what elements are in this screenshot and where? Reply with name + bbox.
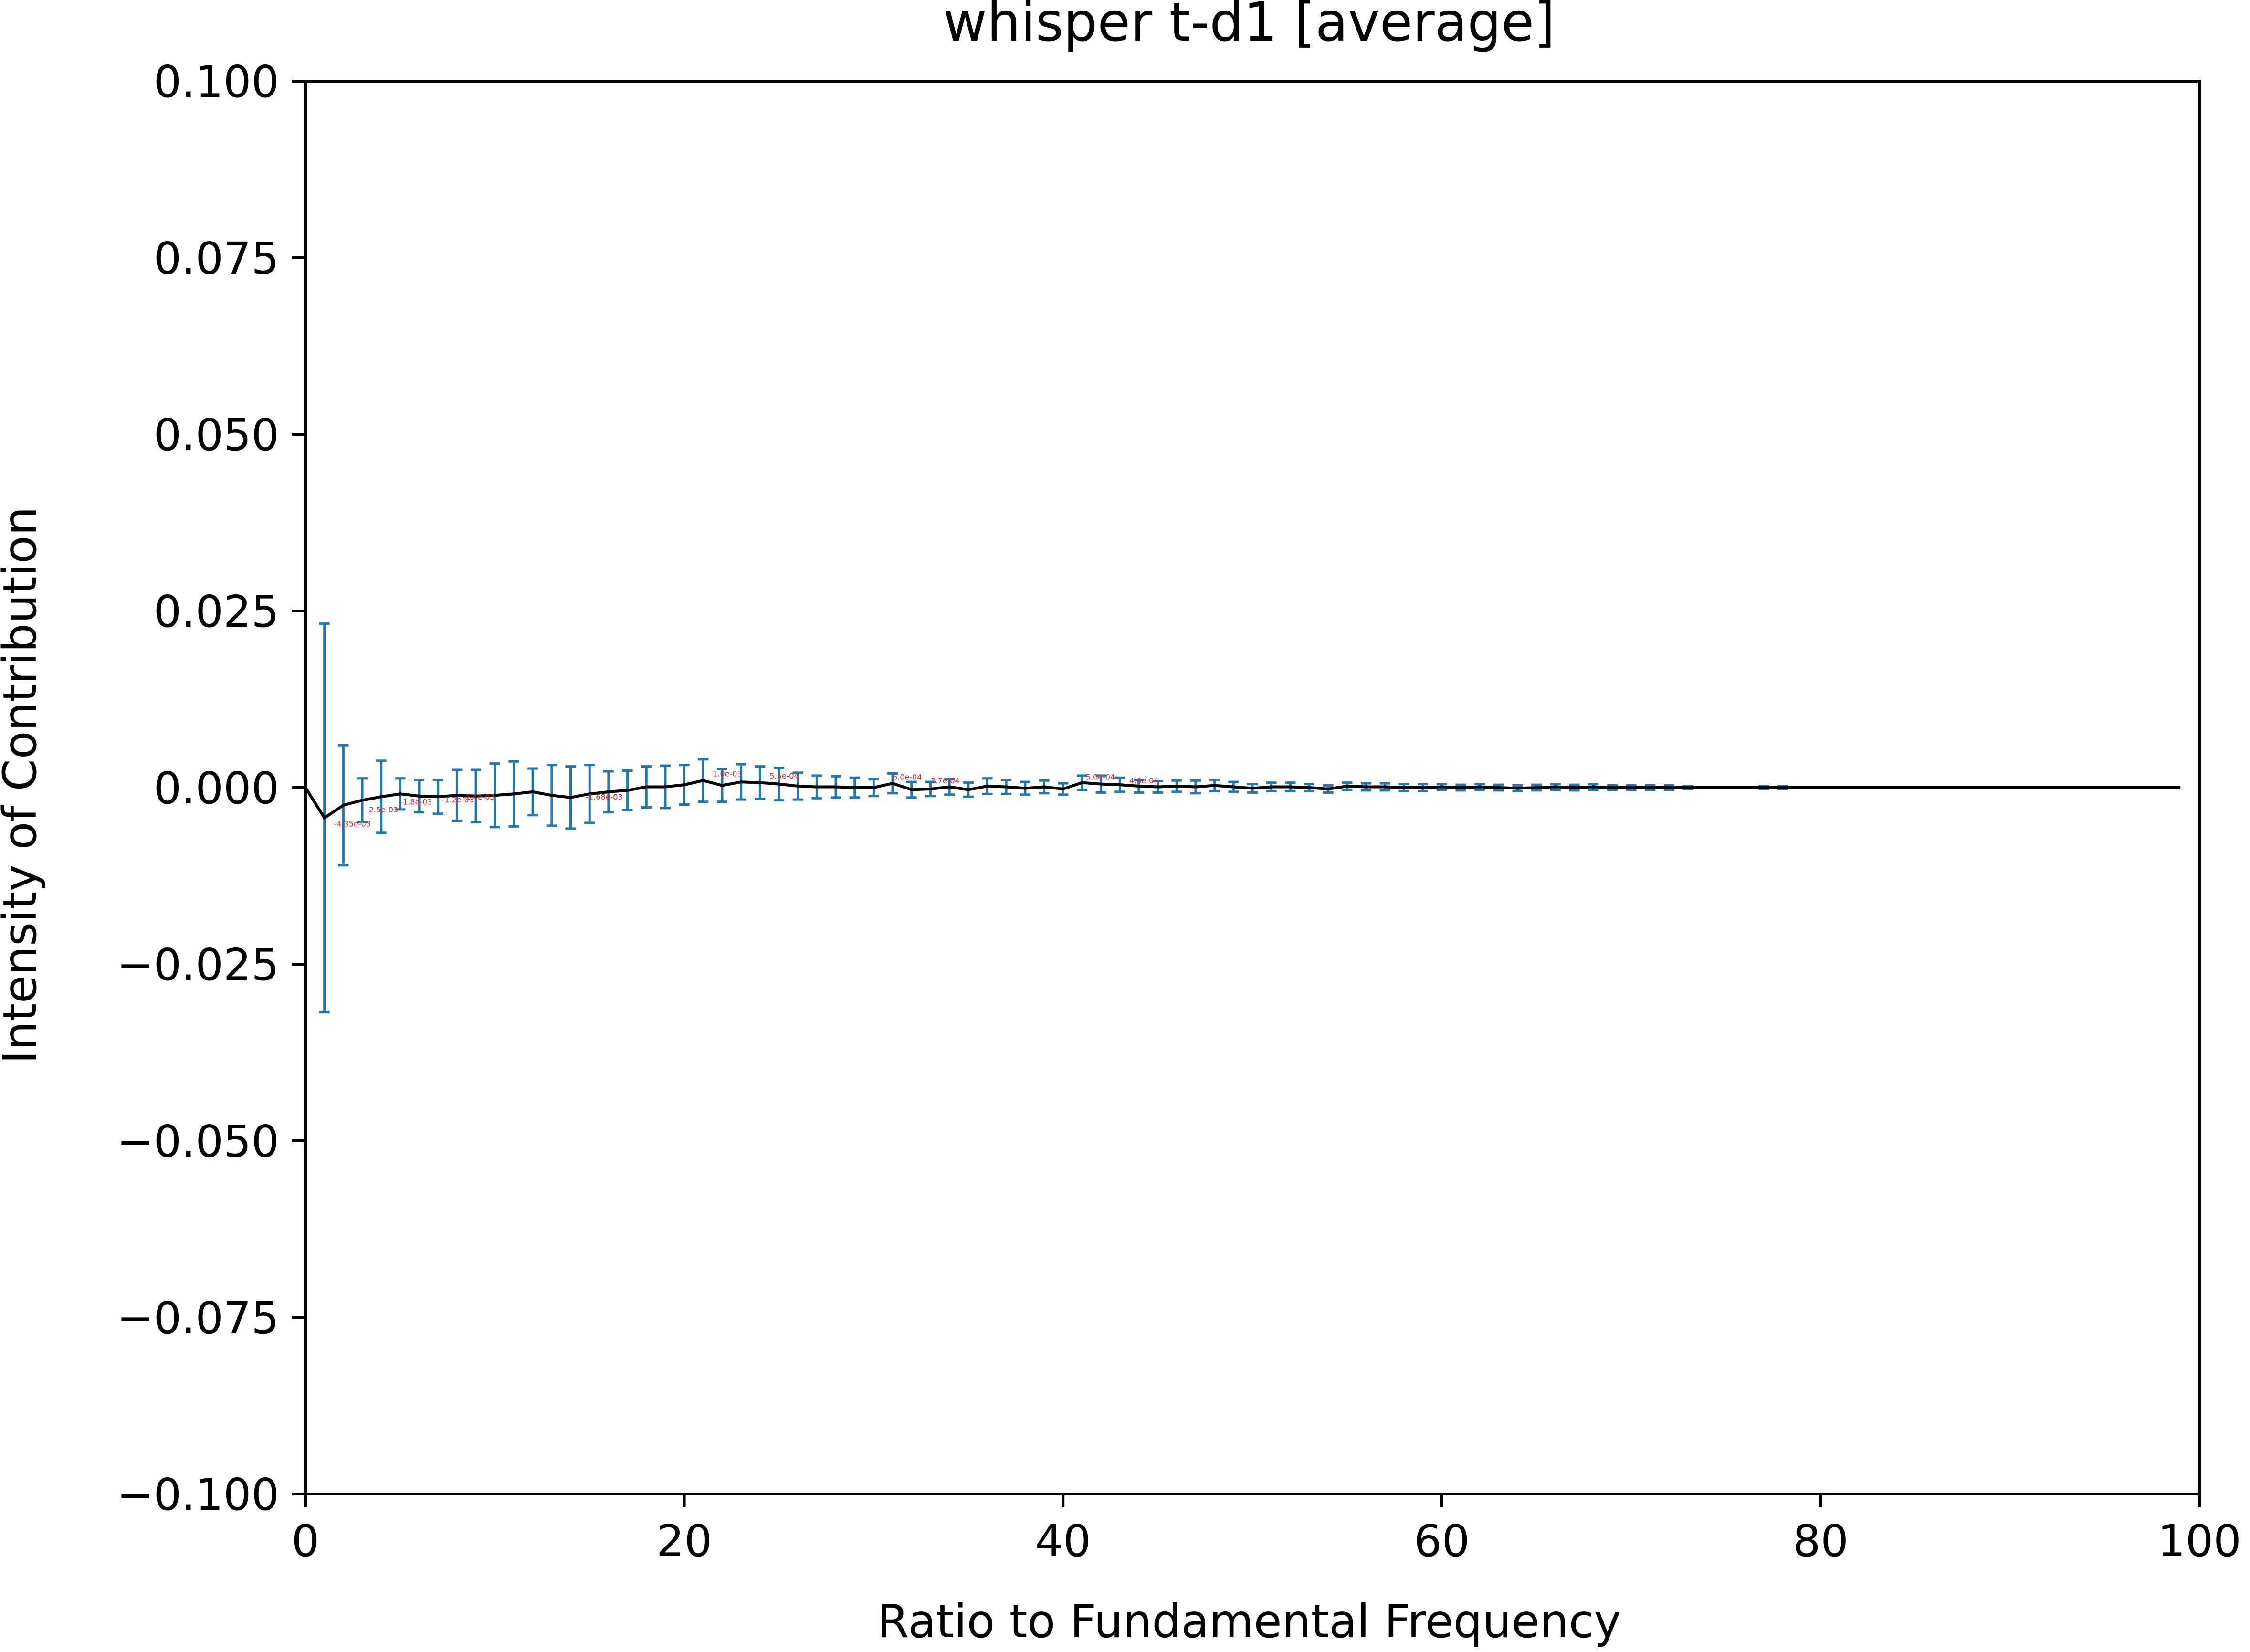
x-tick-label: 80 — [1793, 1515, 1849, 1567]
y-axis-title: Intensity of Contribution — [0, 506, 47, 1063]
x-axis-title: Ratio to Fundamental Frequency — [877, 1595, 1621, 1648]
y-tick-label: 0.025 — [154, 586, 279, 637]
x-tick-label: 100 — [2157, 1515, 2241, 1567]
annotation-label: 1.0e-03 — [713, 769, 742, 778]
y-tick-label: 0.000 — [154, 763, 279, 814]
annotation-label: -2.5e-03 — [366, 805, 398, 814]
annotation-label: 5.0e-04 — [1086, 773, 1115, 782]
annotation-label: -1.2e-03 — [442, 795, 474, 804]
y-tick-label: −0.100 — [117, 1469, 279, 1520]
annotation-label: -1.4e-03 — [463, 792, 494, 801]
y-tick-label: −0.025 — [117, 939, 279, 990]
x-tick-label: 40 — [1035, 1515, 1091, 1567]
chart-title: whisper t-d1 [average] — [943, 0, 1555, 53]
annotation-label: 5.5e-04 — [769, 771, 799, 780]
annotation-label: 4.0e-04 — [1129, 776, 1158, 785]
annotation-label: 6.0e-04 — [893, 773, 922, 782]
annotation-label: -4.35e-03 — [334, 819, 371, 828]
series-line — [304, 779, 2181, 820]
y-tick-label: 0.050 — [154, 410, 279, 461]
annotation-label: 3.7e-04 — [930, 776, 959, 785]
annotation-label: -1.68e-03 — [586, 792, 622, 801]
plot-area: -4.35e-03 -2.5e-03-1.8e-03 -1.2e-03-1.4e-0… — [117, 56, 2241, 1567]
x-tick-label: 60 — [1414, 1515, 1470, 1567]
y-tick-label: −0.050 — [117, 1116, 279, 1167]
annotation-label: -1.8e-03 — [400, 798, 432, 807]
y-tick-label: 0.075 — [154, 233, 279, 284]
y-tick-label: 0.100 — [154, 56, 279, 107]
x-tick-label: 0 — [292, 1515, 320, 1567]
x-tick-label: 20 — [656, 1515, 712, 1567]
y-tick-label: −0.075 — [117, 1293, 279, 1344]
